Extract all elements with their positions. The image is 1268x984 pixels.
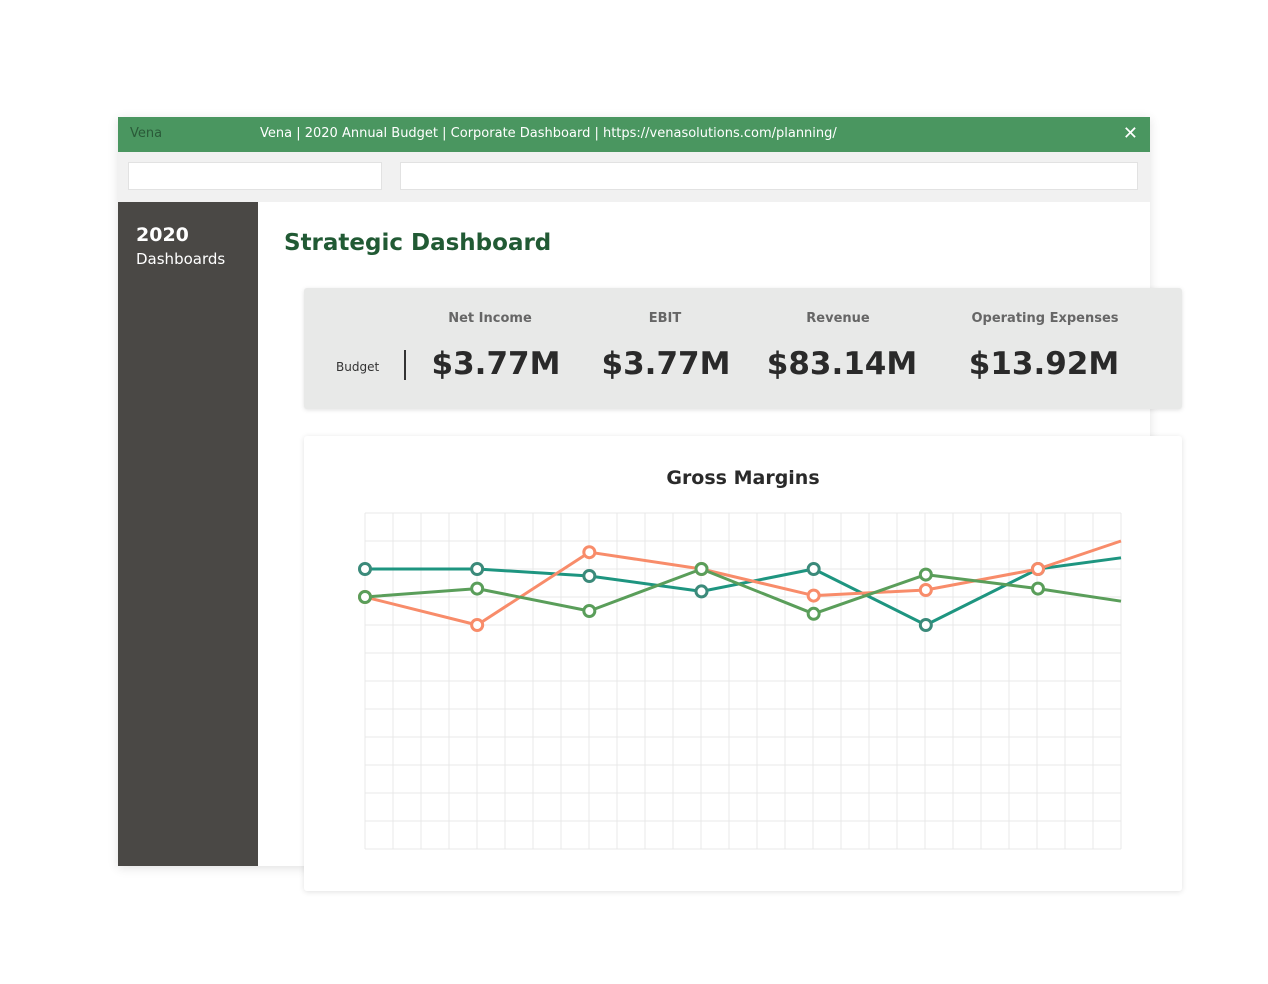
- toolbar: [118, 152, 1150, 202]
- page-title: Strategic Dashboard: [284, 230, 552, 256]
- kpi-label: EBIT: [648, 311, 682, 326]
- kpi-label: Operating Expenses: [971, 311, 1119, 326]
- series-line-teal: [365, 556, 1122, 627]
- brand-label: Vena: [130, 126, 163, 141]
- kpi-value: $3.77M: [431, 346, 561, 382]
- gross-margins-chart: [358, 512, 1122, 850]
- kpi-value: $83.14M: [766, 346, 918, 382]
- title-bar: Vena Vena | 2020 Annual Budget | Corpora…: [118, 117, 1150, 152]
- address-input[interactable]: [400, 162, 1138, 190]
- series-line-green: [364, 567, 1122, 616]
- divider: [404, 350, 406, 380]
- sidebar-item-dashboards[interactable]: Dashboards: [136, 250, 226, 268]
- data-point-teal: [694, 584, 709, 599]
- kpi-value: $3.77M: [601, 346, 731, 382]
- data-point-teal: [358, 562, 372, 576]
- data-point-green: [358, 590, 372, 604]
- kpi-card: Budget Net Income $3.77M EBIT $3.77M Rev…: [304, 288, 1182, 409]
- data-point-teal: [806, 562, 821, 576]
- data-point-orange: [582, 545, 597, 560]
- search-input[interactable]: [128, 162, 382, 190]
- data-point-green: [694, 562, 709, 576]
- data-point-green: [1030, 581, 1045, 596]
- chart-title: Gross Margins: [666, 467, 820, 489]
- sidebar-year: 2020: [136, 224, 189, 246]
- data-point-green: [806, 606, 821, 621]
- data-point-green: [470, 581, 485, 596]
- data-point-orange: [1030, 562, 1045, 576]
- data-point-green: [582, 604, 597, 618]
- data-point-orange: [806, 588, 821, 603]
- data-point-teal: [582, 569, 597, 583]
- series-line-orange: [364, 539, 1122, 627]
- data-point-green: [918, 567, 933, 582]
- sidebar: 2020 Dashboards: [118, 202, 258, 866]
- kpi-label: Revenue: [806, 311, 870, 326]
- kpi-row-label: Budget: [336, 360, 380, 374]
- kpi-label: Net Income: [448, 311, 532, 326]
- data-point-teal: [918, 618, 933, 632]
- chart-card: Gross Margins: [304, 436, 1182, 891]
- close-icon[interactable]: ✕: [1122, 123, 1138, 144]
- data-point-teal: [470, 562, 485, 576]
- window-title: Vena | 2020 Annual Budget | Corporate Da…: [260, 126, 837, 141]
- kpi-value: $13.92M: [968, 346, 1120, 382]
- data-point-orange: [918, 583, 933, 597]
- data-point-orange: [470, 618, 485, 632]
